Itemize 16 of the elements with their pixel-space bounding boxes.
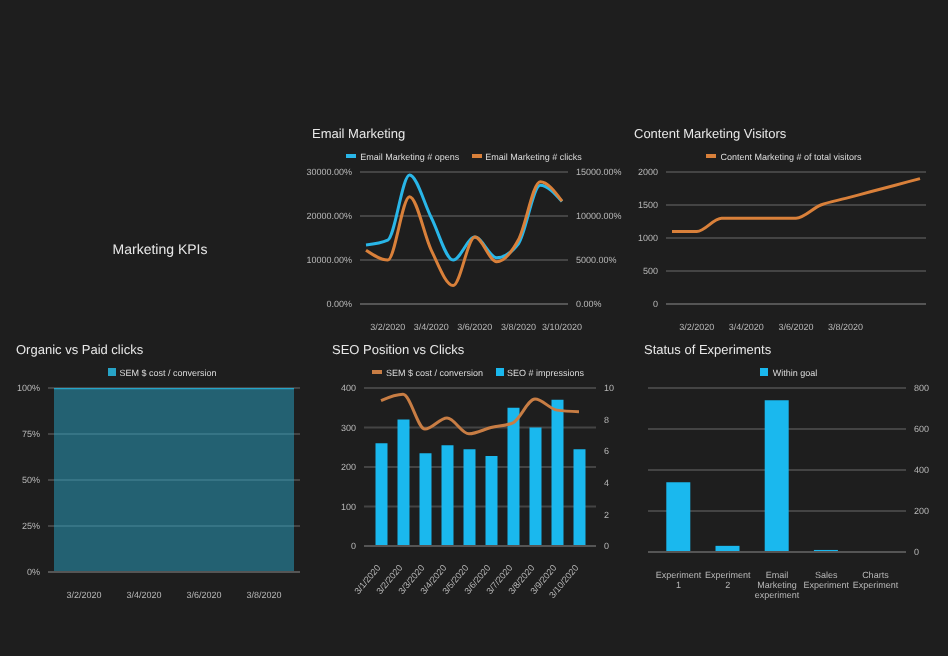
line-series	[379, 392, 581, 436]
bar	[397, 419, 410, 546]
line-series	[364, 180, 564, 288]
bar	[764, 400, 789, 552]
bar	[441, 445, 454, 546]
bar	[463, 449, 476, 546]
bar	[485, 455, 498, 546]
line-series	[670, 177, 922, 233]
bar	[551, 399, 564, 546]
bar	[507, 407, 520, 546]
bar	[375, 443, 388, 546]
bar	[529, 427, 542, 546]
bar	[573, 449, 586, 546]
bar	[666, 482, 691, 552]
bar	[419, 453, 432, 546]
line-series	[364, 173, 564, 262]
